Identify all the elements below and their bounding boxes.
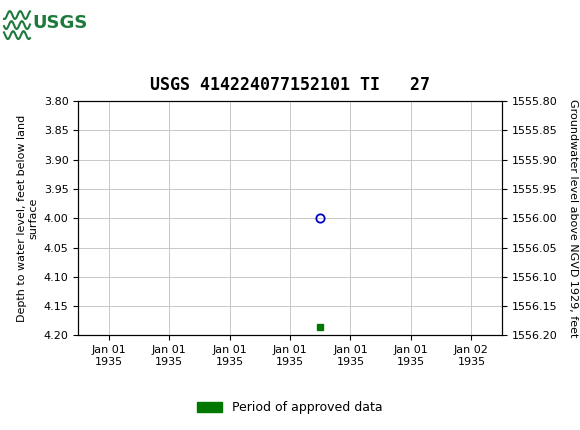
Text: USGS: USGS [32, 14, 88, 32]
Bar [2, 2, 92, 43]
Title: USGS 414224077152101 TI   27: USGS 414224077152101 TI 27 [150, 76, 430, 94]
Y-axis label: Depth to water level, feet below land
surface: Depth to water level, feet below land su… [17, 115, 38, 322]
Legend: Period of approved data: Period of approved data [192, 396, 388, 419]
Y-axis label: Groundwater level above NGVD 1929, feet: Groundwater level above NGVD 1929, feet [568, 99, 578, 338]
